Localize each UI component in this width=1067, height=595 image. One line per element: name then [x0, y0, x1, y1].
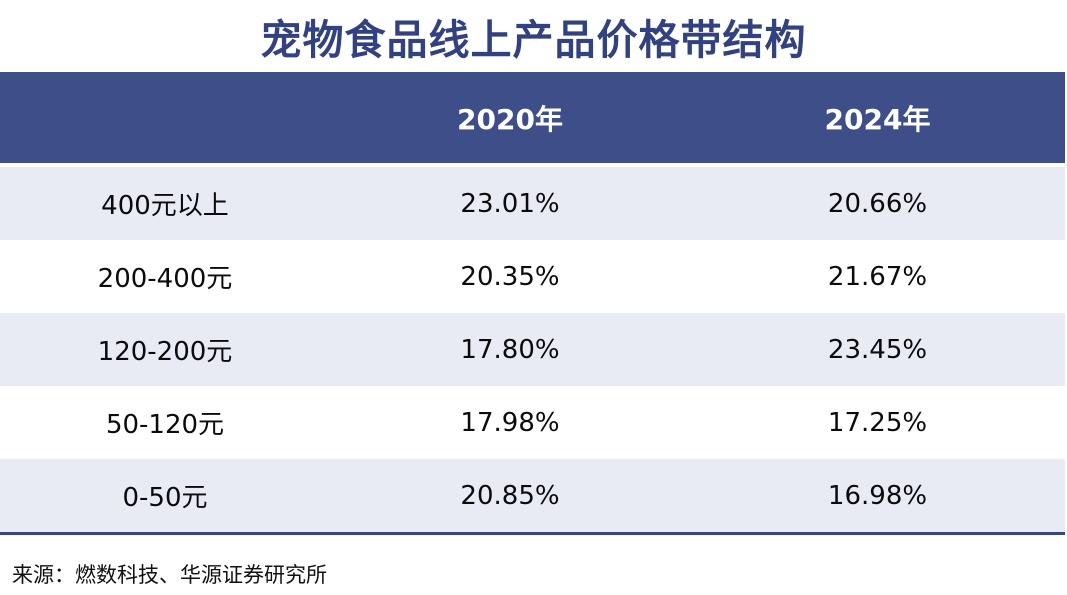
value-2020: 23.01% — [460, 188, 560, 219]
table-header-row: 2020年 2024年 — [0, 72, 1065, 163]
row-label: 50-120元 — [105, 410, 225, 440]
value-2020: 17.98% — [460, 407, 560, 438]
row-label: 200-400元 — [97, 264, 233, 294]
value-2024: 20.66% — [827, 188, 928, 219]
value-2020: 20.85% — [460, 480, 560, 511]
row-label: 0-50元 — [122, 483, 208, 513]
row-label: 120-200元 — [97, 337, 233, 367]
value-2024: 16.98% — [827, 480, 928, 511]
value-2024: 17.25% — [827, 407, 928, 438]
table-row: 400元以上 23.01% 20.66% — [0, 167, 1065, 240]
value-2020: 20.35% — [460, 261, 560, 292]
source-note: 来源：燃数科技、华源证券研究所 — [12, 563, 327, 587]
table-row: 120-200元 17.80% 23.45% — [0, 313, 1065, 386]
table-bottom-rule — [0, 532, 1065, 535]
table-row: 0-50元 20.85% 16.98% — [0, 459, 1065, 532]
value-2020: 17.80% — [460, 334, 560, 365]
header-cell-2024: 2024年 — [824, 102, 931, 136]
price-band-table: 2020年 2024年 400元以上 23.01% 20.66% 200-400… — [0, 72, 1065, 535]
value-2024: 21.67% — [827, 261, 928, 292]
header-cell-2020: 2020年 — [457, 102, 563, 136]
table-row: 50-120元 17.98% 17.25% — [0, 386, 1065, 459]
value-2024: 23.45% — [827, 334, 928, 365]
row-label: 400元以上 — [101, 191, 229, 221]
table-row: 200-400元 20.35% 21.67% — [0, 240, 1065, 313]
page-title: 宠物食品线上产品价格带结构 — [260, 16, 807, 64]
header-body-divider — [0, 163, 1065, 167]
